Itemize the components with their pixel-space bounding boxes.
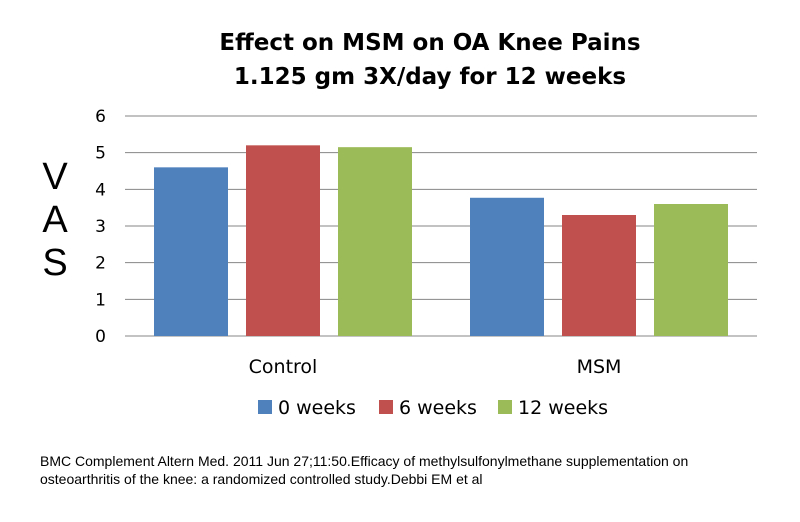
chart: Effect on MSM on OA Knee Pains 1.125 gm … bbox=[42, 30, 757, 419]
y-tick-label: 6 bbox=[95, 107, 106, 127]
citation-text: BMC Complement Altern Med. 2011 Jun 27;1… bbox=[40, 453, 689, 487]
bar bbox=[338, 147, 412, 336]
y-tick-label: 2 bbox=[95, 254, 106, 274]
bar bbox=[154, 167, 228, 336]
legend-label: 6 weeks bbox=[399, 397, 477, 419]
y-tick-labels: 0 1 2 3 4 5 6 bbox=[95, 107, 106, 347]
chart-title-line-2: 1.125 gm 3X/day for 12 weeks bbox=[234, 64, 626, 90]
legend-label: 0 weeks bbox=[278, 397, 356, 419]
y-tick-label: 3 bbox=[95, 217, 106, 237]
legend-label: 12 weeks bbox=[518, 397, 608, 419]
y-tick-label: 4 bbox=[95, 180, 106, 200]
bar bbox=[654, 204, 728, 336]
gridlines bbox=[125, 115, 757, 337]
y-tick-label: 1 bbox=[95, 290, 106, 310]
y-tick-label: 0 bbox=[95, 327, 106, 347]
y-axis-label-letter-2: A bbox=[42, 199, 68, 241]
y-tick-label: 5 bbox=[95, 144, 106, 164]
y-axis-label-letter-1: V bbox=[42, 156, 68, 198]
category-label: Control bbox=[249, 356, 318, 378]
legend: 0 weeks 6 weeks 12 weeks bbox=[258, 397, 608, 419]
bar bbox=[246, 145, 320, 336]
y-axis-label-letter-3: S bbox=[42, 242, 67, 284]
category-label: MSM bbox=[577, 356, 622, 378]
bar bbox=[562, 215, 636, 336]
legend-swatch bbox=[498, 400, 512, 414]
legend-swatch bbox=[258, 400, 272, 414]
bars bbox=[154, 145, 728, 336]
legend-swatch bbox=[379, 400, 393, 414]
bar bbox=[470, 197, 544, 336]
category-labels: Control MSM bbox=[249, 356, 622, 378]
chart-title-line-1: Effect on MSM on OA Knee Pains bbox=[219, 30, 640, 56]
